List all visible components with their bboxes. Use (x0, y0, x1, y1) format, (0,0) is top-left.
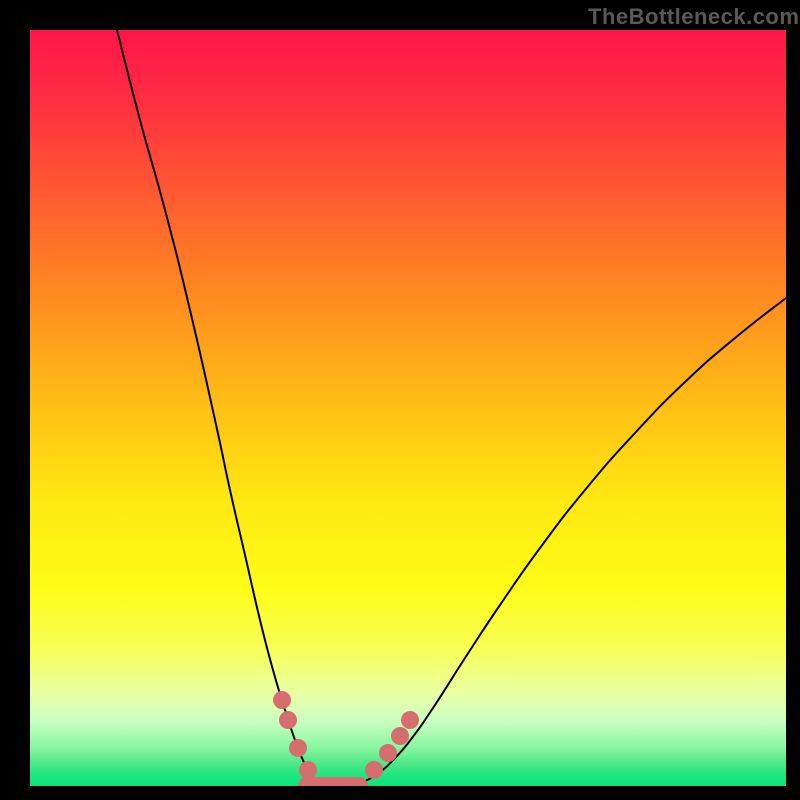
marker-dot (401, 711, 419, 729)
marker-dot (273, 691, 291, 709)
watermark-text: TheBottleneck.com (588, 4, 799, 30)
plot-area (30, 30, 786, 795)
marker-dot (289, 739, 307, 757)
marker-dot (279, 711, 297, 729)
marker-dot (365, 761, 383, 779)
gradient-background (30, 30, 786, 786)
marker-dot (391, 727, 409, 745)
marker-dot (379, 744, 397, 762)
bottleneck-chart (0, 0, 800, 800)
marker-dot (299, 761, 317, 779)
